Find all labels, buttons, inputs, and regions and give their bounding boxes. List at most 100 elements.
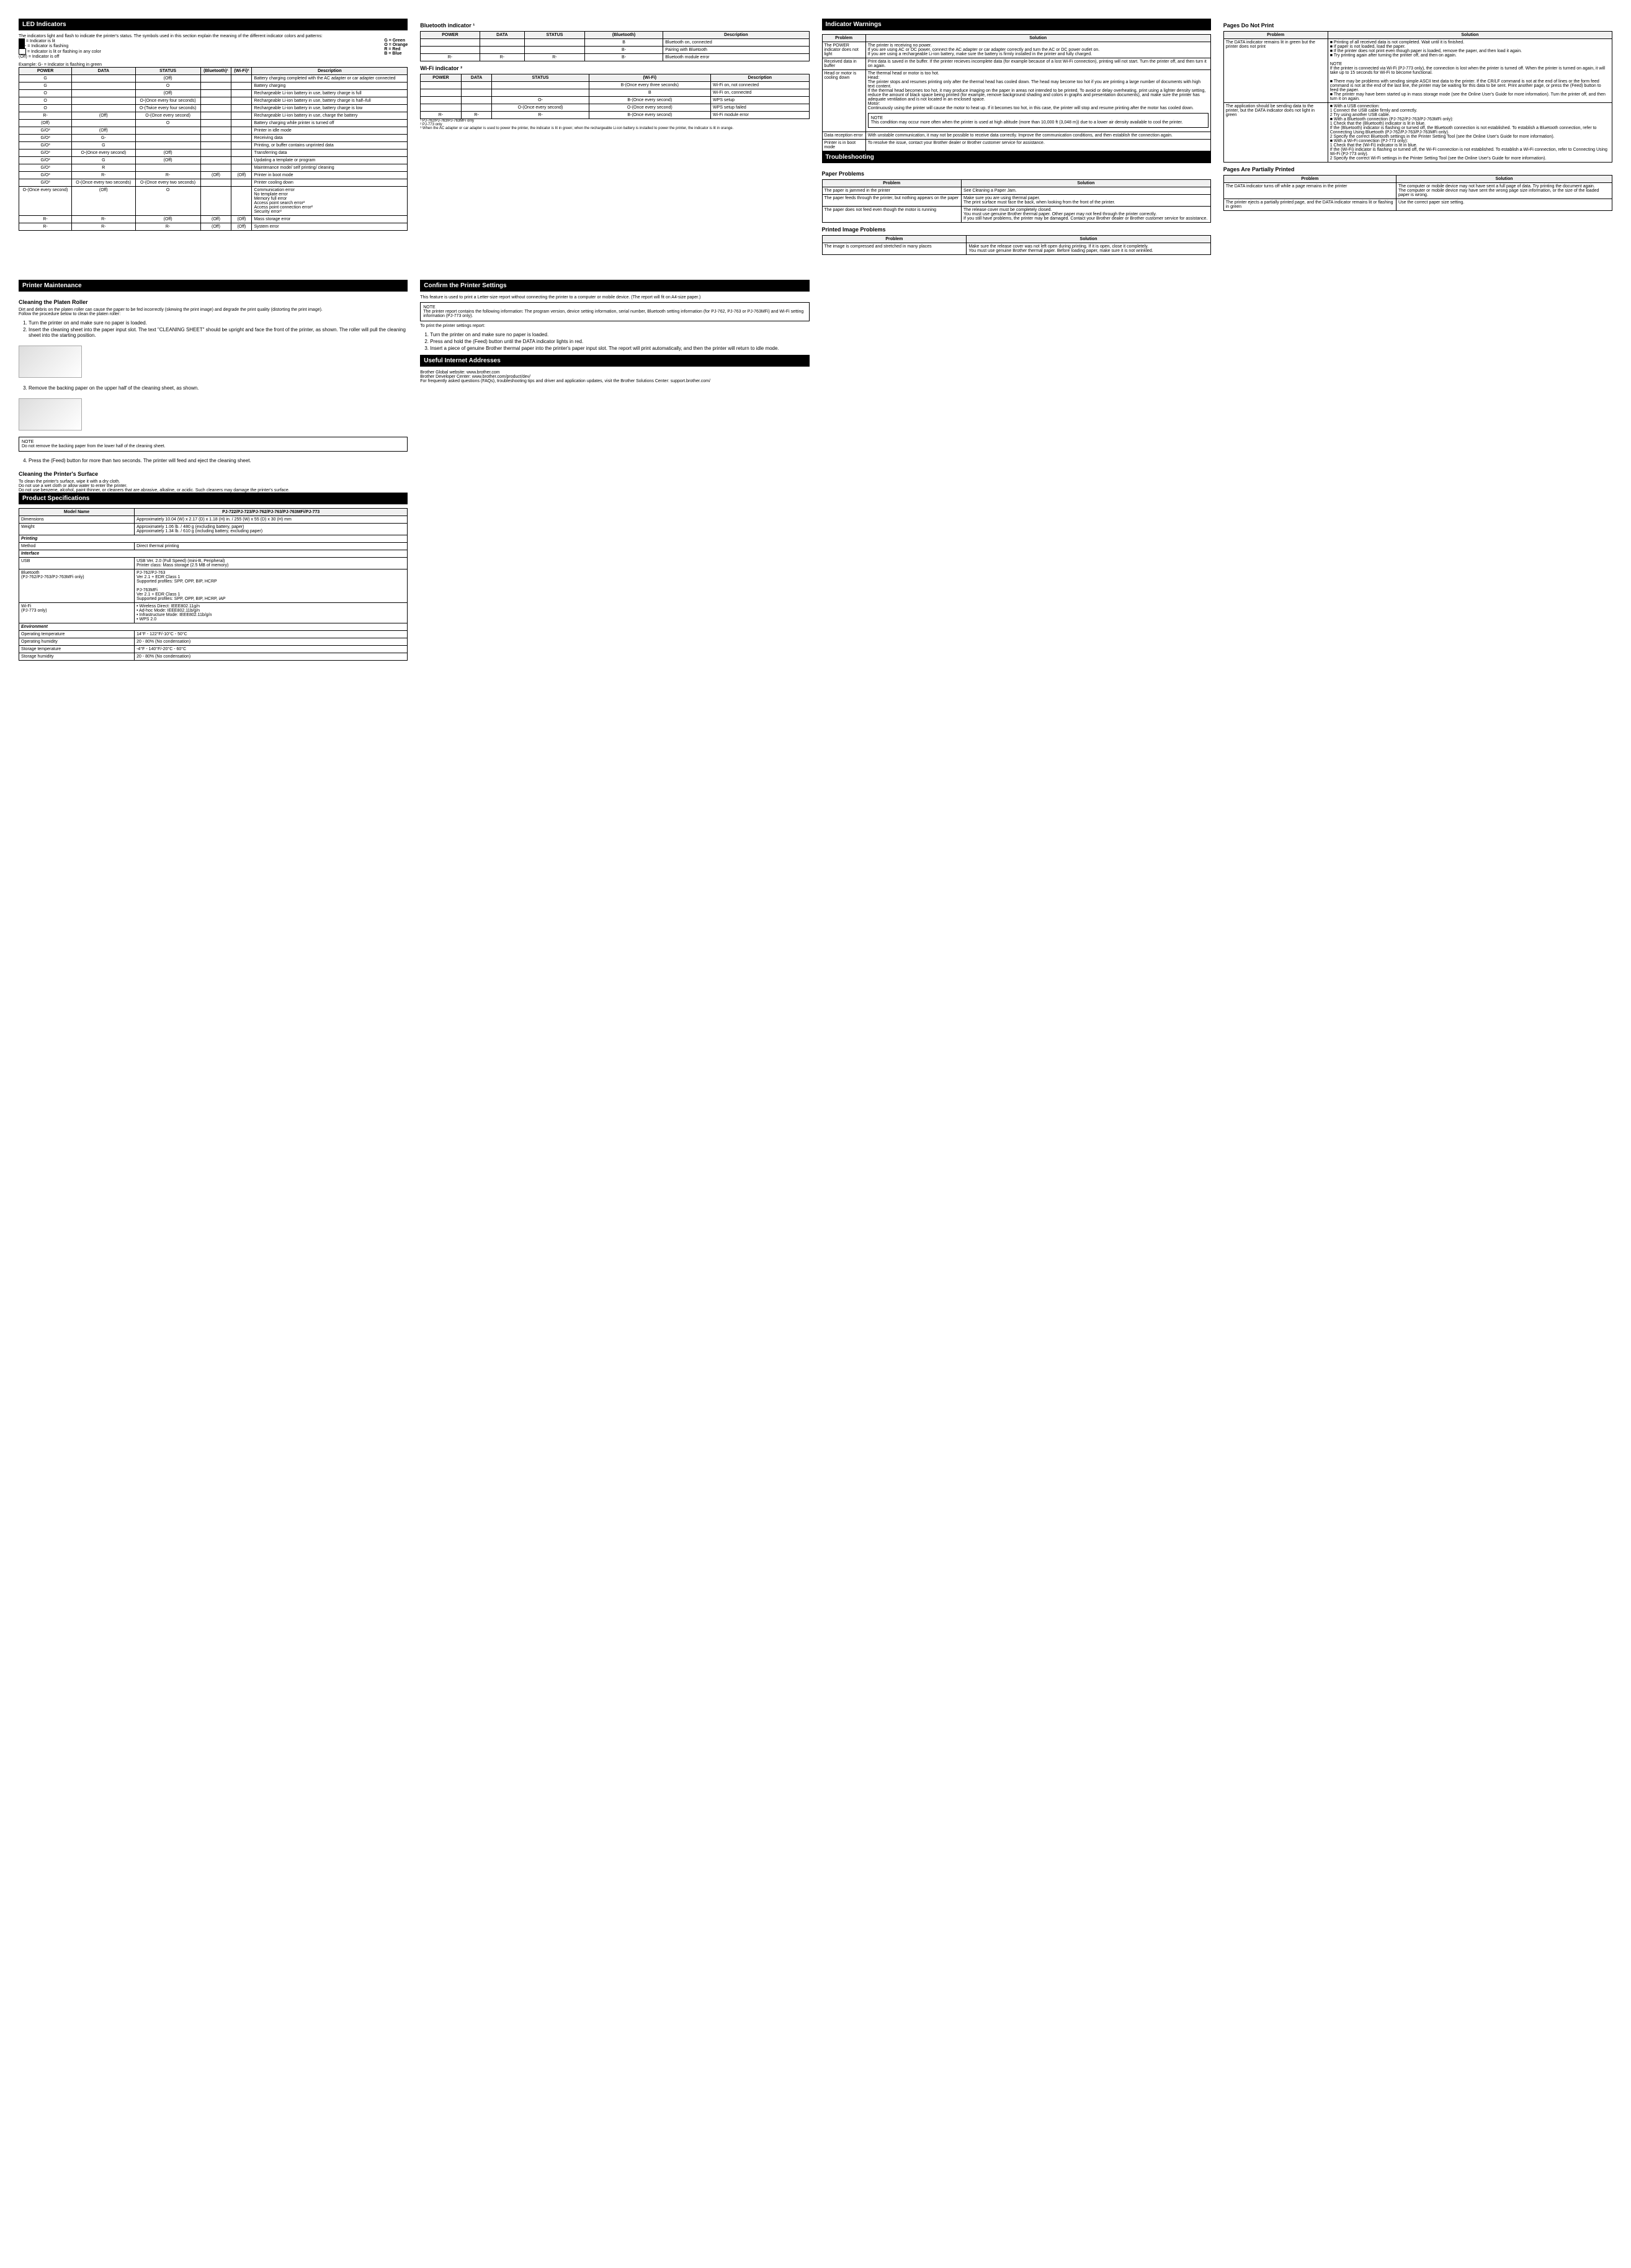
table-row: WeightApproximately 1.06 lb. / 480 g (ex… <box>19 524 408 535</box>
led-cell: (Off) <box>72 187 136 216</box>
table-row: G/O³R-R-(Off)(Off)Printer in boot mode <box>19 172 408 179</box>
led-cell: G <box>19 83 72 90</box>
spec-key: Dimensions <box>19 516 135 524</box>
bt-cell <box>421 39 480 47</box>
table-row: The application should be sending data t… <box>1223 103 1612 163</box>
wifi-cell: R- <box>461 112 492 119</box>
led-cell: (Off) <box>135 216 200 223</box>
led-cell: (Off) <box>231 216 252 223</box>
bt-th-desc: Description <box>663 32 809 39</box>
wifi-cell: B-(Once every second) <box>589 97 710 104</box>
table-row: Printer is in boot modeTo resolve the is… <box>822 140 1210 151</box>
table-row: Bluetooth (PJ-762/PJ-763/PJ-763MFi only)… <box>19 569 408 603</box>
color-key: G = Green O = Orange R = Red B = Blue <box>384 38 408 59</box>
column-bt-wifi: Bluetooth indicator ¹ POWER DATA STATUS … <box>420 19 809 255</box>
table-row: G/O³O-(Once every two seconds)O-(Once ev… <box>19 179 408 187</box>
wifi-desc: Wi-Fi module error <box>711 112 809 119</box>
led-cell <box>72 97 136 105</box>
column-led-indicators: LED Indicators The indicators light and … <box>19 19 408 255</box>
wifi-cell: B <box>589 89 710 97</box>
pp-th-p: Problem <box>1223 176 1396 183</box>
led-cell: O-(Once every second) <box>72 150 136 157</box>
cleaning-surface-header: Cleaning the Printer's Surface <box>19 471 408 477</box>
table-row: The printer ejects a partially printed p… <box>1223 199 1612 211</box>
img-th-p: Problem <box>822 236 967 243</box>
spec-value: Approximately 10.04 (W) x 2.17 (D) x 1.1… <box>135 516 408 524</box>
led-cell <box>200 112 231 120</box>
th-data: DATA <box>72 68 136 75</box>
led-cell: O <box>135 187 200 216</box>
table-row: The paper feeds through the printer, but… <box>822 195 1210 207</box>
pp-th-s: Solution <box>1396 176 1612 183</box>
bt-cell: B- <box>584 47 663 54</box>
column-maintenance-specs: Printer Maintenance Cleaning the Platen … <box>19 280 408 661</box>
column-warnings-trouble: Indicator Warnings Problem Solution The … <box>822 19 1211 255</box>
led-cell: (Off) <box>72 127 136 135</box>
led-cell <box>200 105 231 112</box>
th-power: POWER <box>19 68 72 75</box>
wifi-cell <box>461 82 492 89</box>
table-row: (Off)OBattery charging while printer is … <box>19 120 408 127</box>
led-cell <box>200 164 231 172</box>
bt-cell <box>525 47 585 54</box>
wifi-cell <box>461 97 492 104</box>
led-desc: Receiving data <box>252 135 408 142</box>
led-cell: O <box>135 83 200 90</box>
table-row: Data reception errorWith unstable commun… <box>822 132 1210 140</box>
solution-cell: The thermal head or motor is too hot. He… <box>865 70 1210 132</box>
led-cell <box>231 97 252 105</box>
table-row: USBUSB Ver. 2.0 (Full Speed) (mini-B, Pe… <box>19 558 408 569</box>
spec-table: Model NamePJ-722/PJ-723/PJ-762/PJ-763/PJ… <box>19 508 408 661</box>
led-cell <box>231 112 252 120</box>
spec-section-title: Interface <box>19 550 408 558</box>
led-cell <box>200 83 231 90</box>
solution-cell: Make sure you are using thermal paper. T… <box>962 195 1211 207</box>
column-confirm-settings: Confirm the Printer Settings This featur… <box>420 280 809 661</box>
wifi-desc: WPS setup <box>711 97 809 104</box>
bt-desc: Pairing with Bluetooth <box>663 47 809 54</box>
wifi-cell: O- <box>492 97 589 104</box>
led-cell <box>200 127 231 135</box>
spec-value: 20 - 80% (No condensation) <box>135 653 408 661</box>
spec-value: Direct thermal printing <box>135 543 408 550</box>
table-row: Storage humidity20 - 80% (No condensatio… <box>19 653 408 661</box>
led-indicators-header: LED Indicators <box>19 19 408 30</box>
th-desc: Description <box>252 68 408 75</box>
wifi-cell: R- <box>421 112 461 119</box>
led-cell <box>231 105 252 112</box>
led-cell: R <box>72 164 136 172</box>
spec-value: Approximately 1.06 lb. / 480 g (excludin… <box>135 524 408 535</box>
confirm-steps-intro: To print the printer settings report: <box>420 324 809 328</box>
table-row: G/O³G(Off)Updating a template or program <box>19 157 408 164</box>
led-cell <box>200 120 231 127</box>
led-cell <box>135 127 200 135</box>
bt-cell <box>421 47 480 54</box>
led-cell: O-(Once every two seconds) <box>135 179 200 187</box>
table-row: Storage temperature-4°F - 140°F/-20°C - … <box>19 646 408 653</box>
led-cell: R- <box>19 223 72 231</box>
warnings-table: Problem Solution The POWER indicator doe… <box>822 34 1211 151</box>
wifi-cell <box>461 104 492 112</box>
footnote-3: ³ When the AC adapter or car adapter is … <box>420 127 809 130</box>
led-cell: O-(Once every two seconds) <box>72 179 136 187</box>
bt-cell: R- <box>421 54 480 61</box>
led-cell: G/O³ <box>19 172 72 179</box>
led-cell <box>231 90 252 97</box>
led-cell <box>200 142 231 150</box>
solution-cell: The printer is receiving no power. If yo… <box>865 42 1210 58</box>
led-desc: Maintenance mode/ self printing/ cleanin… <box>252 164 408 172</box>
table-row: G/O³RMaintenance mode/ self printing/ cl… <box>19 164 408 172</box>
internet-addresses-header: Useful Internet Addresses <box>420 355 809 367</box>
bt-indicator-header: Bluetooth indicator ¹ <box>420 22 809 29</box>
led-desc: Rechargeable Li-ion battery in use, batt… <box>252 90 408 97</box>
table-row: The POWER indicator does not lightThe pr… <box>822 42 1210 58</box>
wifi-cell <box>421 82 461 89</box>
bt-th-status: STATUS <box>525 32 585 39</box>
image-problems-header: Printed Image Problems <box>822 226 1211 233</box>
led-cell <box>72 105 136 112</box>
cleaning-note: NOTE Do not remove the backing paper fro… <box>19 437 408 452</box>
th-wifi: (Wi-Fi)² <box>231 68 252 75</box>
table-row: R-R-(Off)(Off)(Off)Mass storage error <box>19 216 408 223</box>
spec-section-row: Environment <box>19 623 408 631</box>
cleaning-steps: Turn the printer on and make sure no pap… <box>19 319 408 339</box>
